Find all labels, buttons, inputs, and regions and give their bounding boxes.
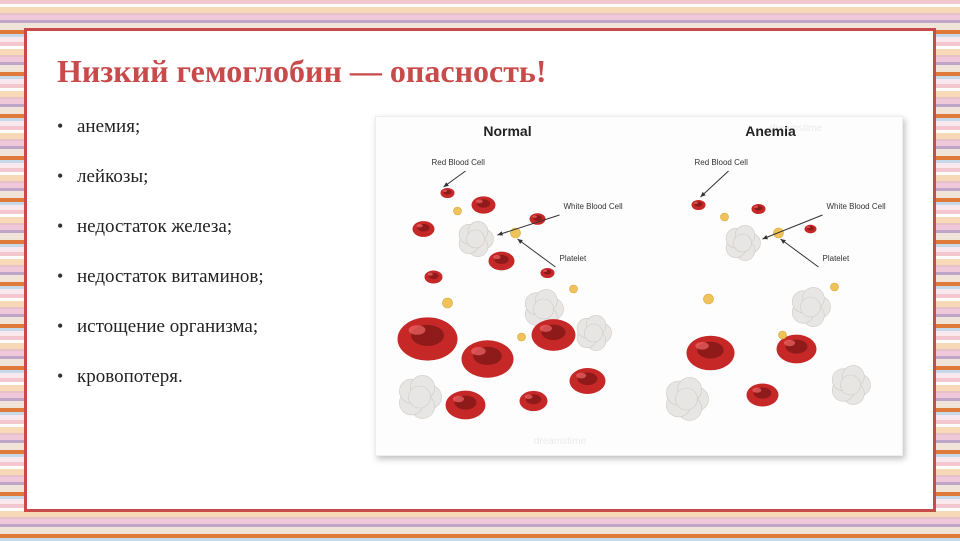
bullet-list: анемия; лейкозы; недостаток железа; недоста…: [57, 116, 357, 456]
svg-text:White Blood Cell: White Blood Cell: [827, 202, 886, 211]
svg-text:Platelet: Platelet: [560, 254, 587, 263]
page-title: Низкий гемоглобин — опасность!: [57, 53, 903, 90]
svg-text:Red Blood Cell: Red Blood Cell: [695, 158, 749, 167]
cells-svg: Red Blood Cell White Blood Cell Platelet: [380, 149, 635, 449]
body-row: анемия; лейкозы; недостаток железа; недоста…: [57, 116, 903, 456]
svg-text:Platelet: Platelet: [823, 254, 850, 263]
bullet-item: кровопотеря.: [57, 366, 357, 388]
svg-text:Red Blood Cell: Red Blood Cell: [432, 158, 486, 167]
bullet-item: недостаток железа;: [57, 216, 357, 238]
bullet-item: анемия;: [57, 116, 357, 138]
panel-title: Normal: [376, 123, 639, 139]
svg-text:White Blood Cell: White Blood Cell: [564, 202, 623, 211]
blood-diagram: dreamstime dreamstime Normal: [375, 116, 903, 456]
panel-normal: Normal: [376, 123, 639, 455]
panel-anemia: Anemia Red Blood Cell White Blood Cell P…: [639, 123, 902, 455]
content-frame: Низкий гемоглобин — опасность! анемия; ле…: [24, 28, 936, 512]
bullet-item: лейкозы;: [57, 166, 357, 188]
bullet-item: недостаток витаминов;: [57, 266, 357, 288]
panel-title: Anemia: [639, 123, 902, 139]
bullet-item: истощение организма;: [57, 316, 357, 338]
cells-svg: Red Blood Cell White Blood Cell Platelet: [643, 149, 898, 449]
